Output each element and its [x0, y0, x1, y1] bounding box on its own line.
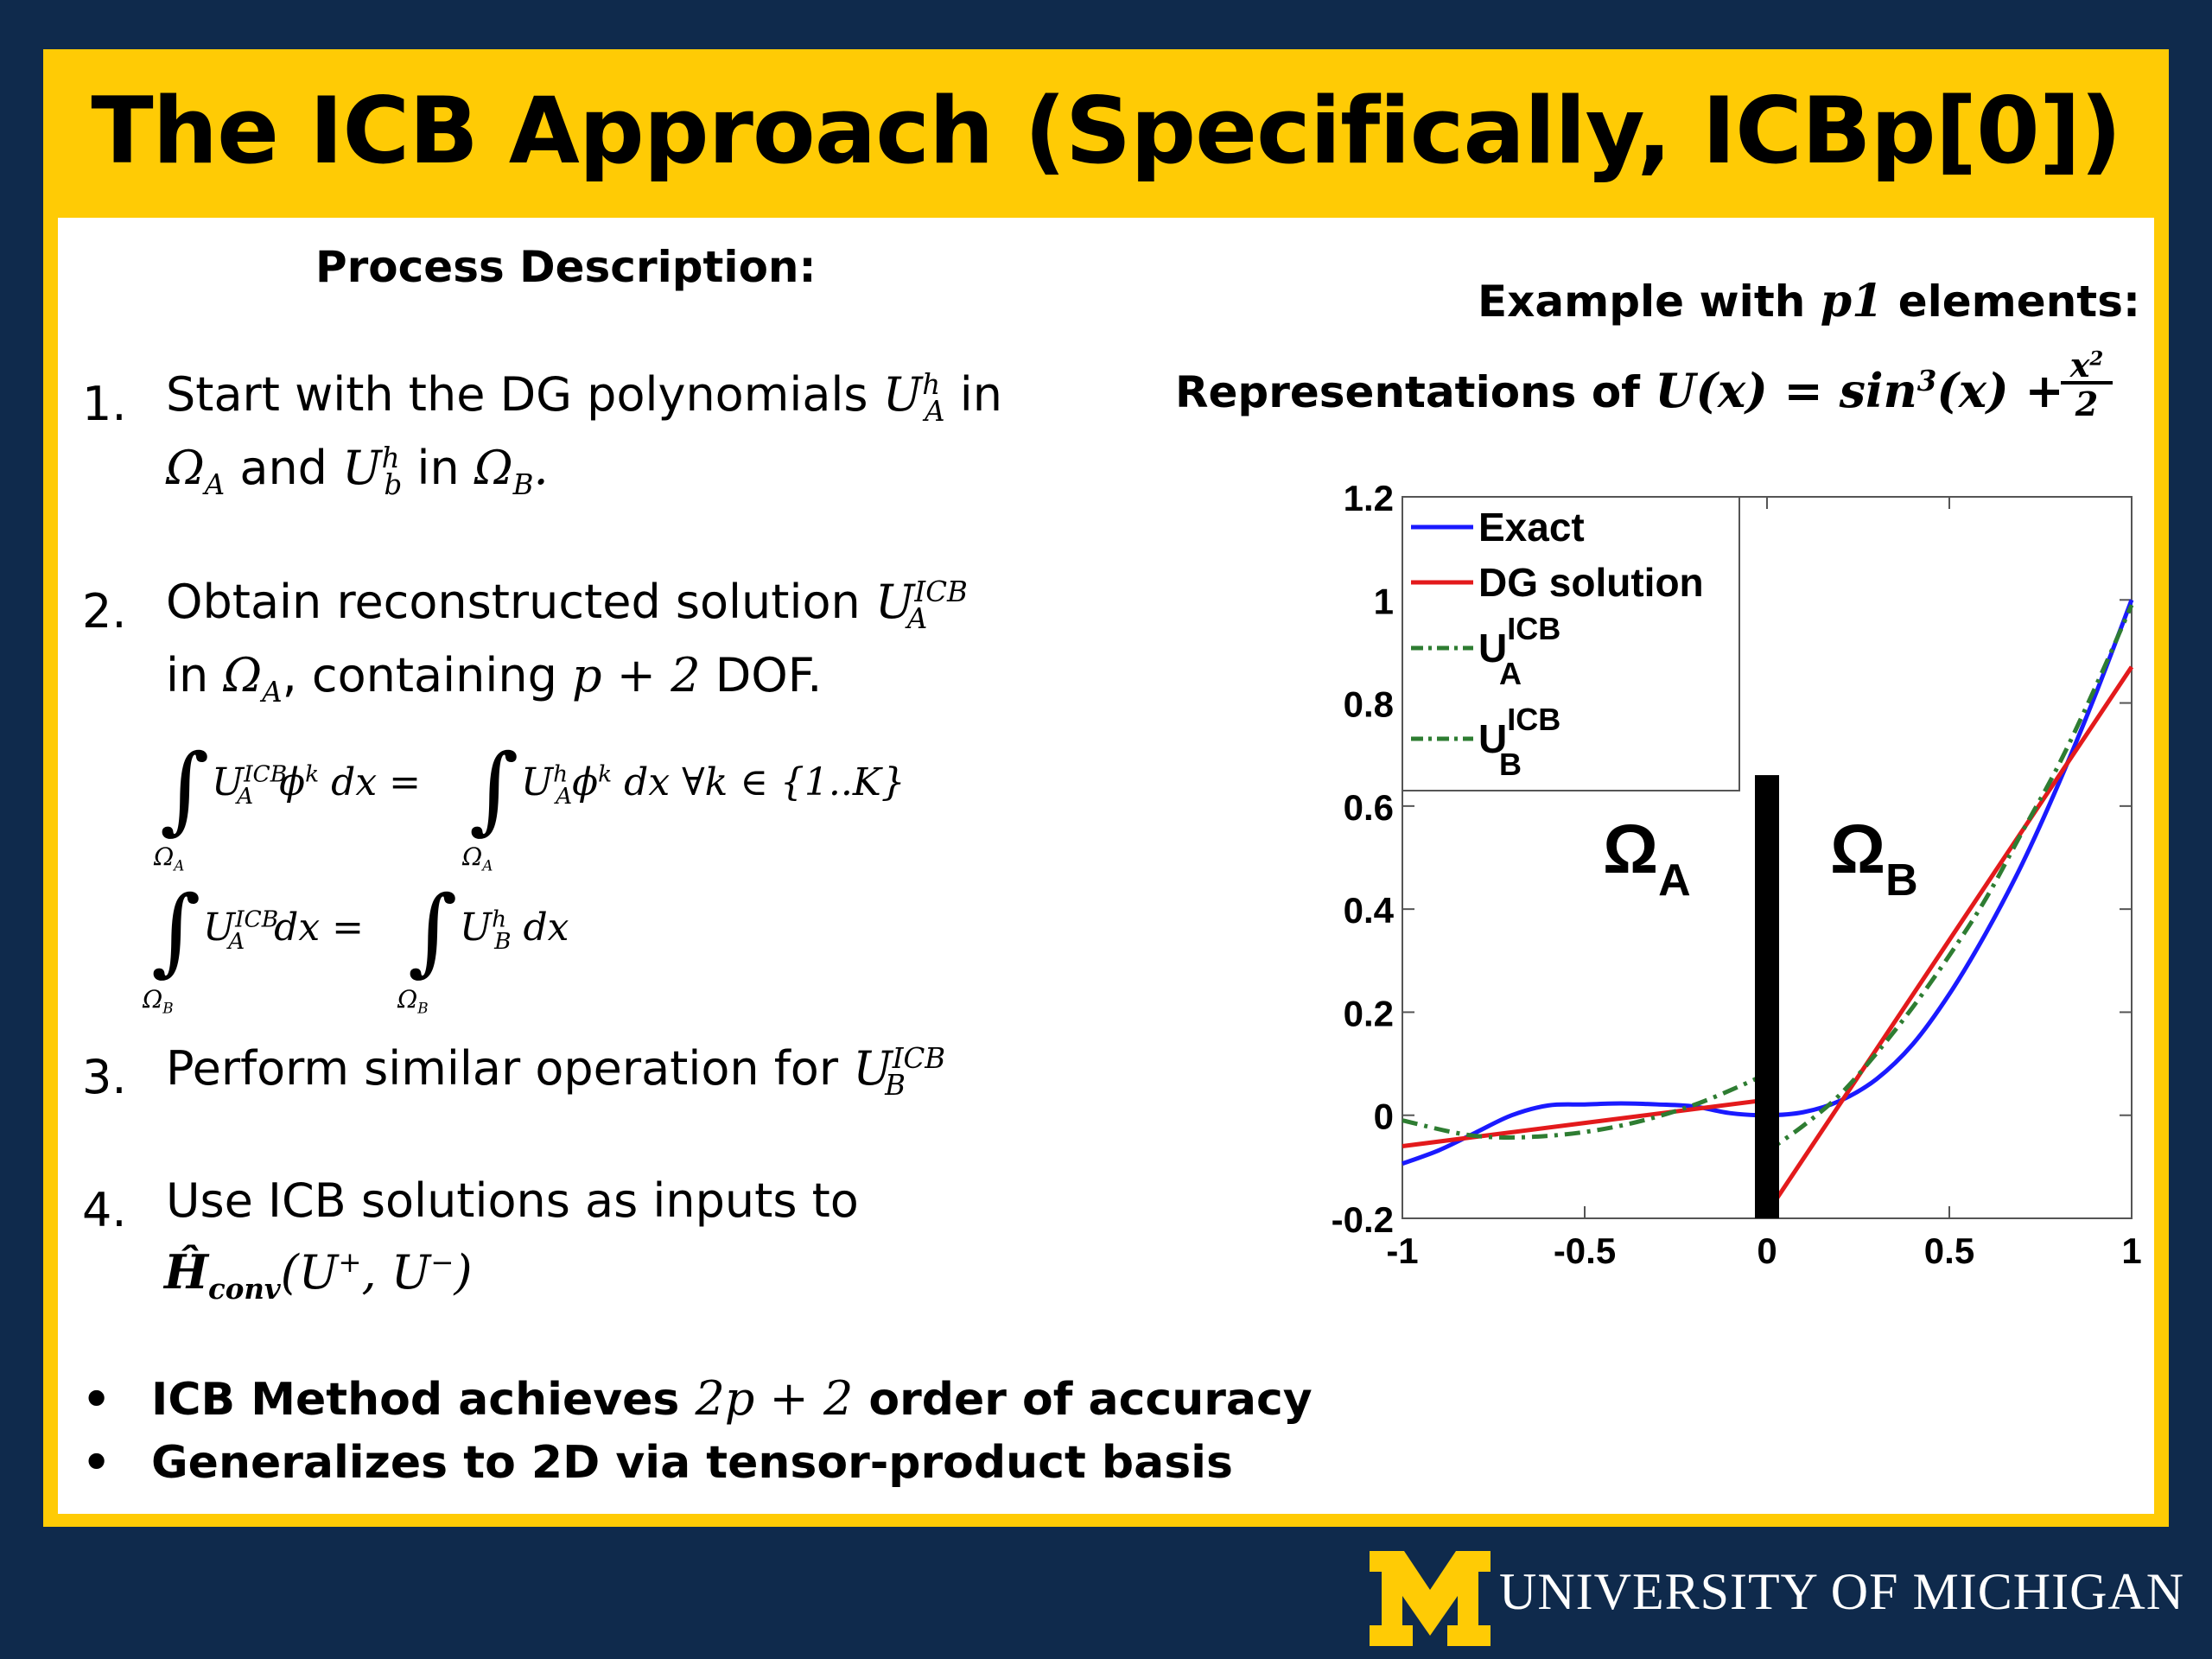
integral-limit: ΩA [462, 842, 493, 874]
step-1-text: Start with the DG polynomials [166, 367, 868, 422]
x-tick-label: -1 [1386, 1230, 1418, 1271]
y-tick-label: 1.2 [1344, 478, 1394, 518]
x-tick-label: 1 [2121, 1230, 2141, 1271]
series-line-3 [1765, 604, 2134, 1154]
example-heading: Example with p1 elements: [1478, 275, 2140, 327]
step-1-line1: Start with the DG polynomials UhA in [166, 367, 1002, 428]
integral-symbol: ∫ [469, 734, 519, 844]
region-label: ΩA [1603, 810, 1691, 906]
university-logo [1370, 1551, 1491, 1646]
fraction: x2 2 [2061, 346, 2113, 423]
step-2-number: 2. [82, 584, 127, 639]
integral-symbol: ∫ [151, 875, 201, 986]
series-line-2 [1402, 1071, 1768, 1140]
x-tick-label: 0.5 [1924, 1230, 1974, 1271]
y-tick-label: 0 [1374, 1096, 1394, 1137]
y-tick-label: -0.2 [1332, 1199, 1394, 1240]
region-label-sub: B [1885, 855, 1918, 906]
bullet-2: • Generalizes to 2D via tensor-product ba… [82, 1437, 1233, 1489]
integral-limit: ΩA [154, 842, 185, 874]
bullet-1: • ICB Method achieves 2p + 2 order of acc… [82, 1371, 1313, 1426]
equation-2-rhs: UhB dx [460, 906, 569, 955]
step-2-line1: Obtain reconstructed solution UICBA [166, 575, 968, 635]
y-tick-label: 0.4 [1344, 890, 1395, 931]
legend-label-sup: ICB [1507, 611, 1560, 646]
legend-label-sup: ICB [1507, 702, 1560, 737]
y-tick-label: 0.6 [1344, 787, 1394, 828]
equation-2-lhs: UICBA dx = [203, 906, 365, 955]
legend-label: UICB B [1478, 702, 1560, 782]
x-tick-label: -0.5 [1554, 1230, 1616, 1271]
legend-label-main: DG solution [1478, 560, 1704, 605]
region-label: ΩB [1830, 810, 1918, 906]
domain-divider [1755, 775, 1779, 1218]
series-line-1 [1402, 1097, 1768, 1148]
step-4-line1: Use ICB solutions as inputs to [166, 1173, 859, 1228]
region-label-main: Ω [1603, 810, 1658, 887]
integral-limit: ΩB [397, 985, 429, 1017]
region-label-sub: A [1658, 855, 1691, 906]
series-line-0 [1402, 599, 2134, 1166]
y-tick-label: 0.2 [1344, 993, 1394, 1033]
integral-symbol: ∫ [408, 875, 458, 986]
legend-label: Exact [1478, 505, 1585, 550]
region-label-main: Ω [1830, 810, 1885, 887]
equation-1-rhs: UhAϕk dx ∀k ∈ {1..K} [521, 760, 906, 810]
series-line-1 [1764, 665, 2134, 1215]
legend-label-main: Exact [1478, 505, 1585, 550]
equation-1-lhs: UICBA ϕk dx = [212, 760, 422, 810]
university-name: UNIVERSITY OF MICHIGAN [1499, 1563, 2185, 1620]
slide-title: The ICB Approach (Specifically, ICBp[0]) [91, 78, 2121, 184]
fraction-numerator: x2 [2069, 346, 2104, 385]
y-tick-label: 0.8 [1344, 684, 1394, 725]
step-1-number: 1. [82, 377, 127, 431]
legend-label-sub: A [1499, 656, 1522, 691]
process-heading: Process Description: [315, 242, 817, 292]
step-3-line1: Perform similar operation for UICBB [166, 1041, 946, 1102]
step-4-number: 4. [82, 1183, 127, 1237]
integral-symbol: ∫ [160, 734, 210, 844]
representation-heading: Representations of U(x) = sin3(x) + [1175, 363, 2064, 418]
legend-label-main: U [1478, 716, 1507, 761]
step-2-line2: in ΩA, containing p + 2 DOF. [166, 648, 823, 709]
legend-box [1402, 496, 1740, 791]
legend-label-sub: B [1499, 747, 1522, 782]
step-3-number: 3. [82, 1050, 127, 1104]
y-tick-label: 1 [1374, 581, 1394, 621]
legend-label-main: U [1478, 626, 1507, 671]
legend-label: UICB A [1478, 611, 1560, 691]
x-tick-label: 0 [1757, 1230, 1777, 1271]
step-4-line2: Ĥconv(U+, U−) [164, 1244, 473, 1306]
legend-label: DG solution [1478, 560, 1704, 605]
step-1-line2: ΩA and Uhb in ΩB. [166, 441, 549, 501]
fraction-denominator: 2 [2061, 381, 2113, 423]
integral-limit: ΩB [143, 985, 174, 1017]
